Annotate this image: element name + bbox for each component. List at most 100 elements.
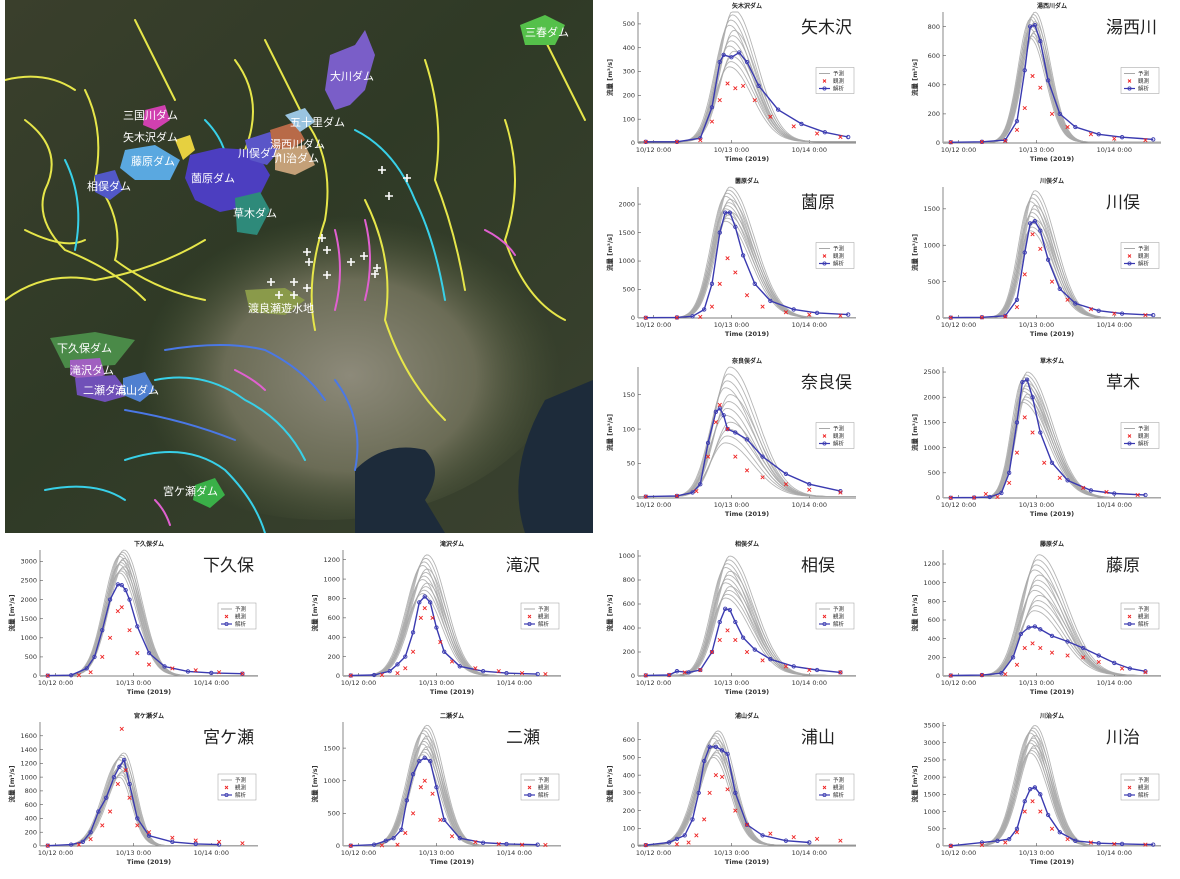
observed-point: [791, 124, 796, 129]
observed-point: [643, 315, 648, 320]
legend-box: [520, 602, 560, 630]
observed-point: [1038, 645, 1043, 651]
observed-point: [694, 833, 699, 838]
chart-panel-takizawa: 滝沢ダム 滝沢 0 200 400 600 800 1000 1200 10/12 0:00 10/…: [305, 538, 575, 708]
analysis-point: [121, 757, 127, 763]
analysis-point: [768, 298, 773, 304]
y-tick-label: 3000: [923, 739, 940, 747]
legend-analysis-label: 解析: [1138, 620, 1150, 628]
analysis-point: [733, 224, 738, 230]
observed-point: [733, 86, 738, 91]
observed-point: [1022, 645, 1027, 651]
legend-analysis-label: 解析: [833, 85, 845, 93]
y-tick-label: 1000: [323, 777, 340, 785]
observed-point: [395, 670, 400, 676]
analysis-point: [535, 671, 540, 677]
observed-point: [115, 781, 120, 787]
y-tick-label: 0: [631, 314, 635, 322]
x-axis-label: Time (2019): [725, 510, 769, 518]
analysis-point: [717, 406, 722, 411]
analysis-point: [68, 842, 74, 847]
observed-point: [744, 822, 750, 827]
analysis-point: [383, 838, 388, 843]
observed-point: [1143, 670, 1148, 675]
map-label: 三春ダム: [525, 25, 569, 39]
observed-point: [543, 842, 548, 848]
analysis-point: [725, 426, 730, 432]
legend-box: [1120, 602, 1160, 630]
y-tick-label: 0: [33, 672, 37, 680]
analysis-point: [185, 669, 191, 674]
analysis-line: [950, 378, 1146, 499]
observed-point: [1081, 655, 1086, 660]
legend-analysis-marker: [1127, 261, 1132, 266]
observed-point: [1003, 314, 1008, 319]
observed-point: [760, 658, 765, 663]
chart-title: 二瀬ダム: [440, 712, 464, 720]
observed-point: [1038, 85, 1043, 90]
analysis-point: [104, 795, 109, 800]
legend-observed-label: 観測: [235, 784, 247, 792]
legend-observed-swatch: [822, 434, 827, 438]
x-tick-label: 10/14 0:00: [792, 849, 827, 857]
legend-observed-label: 観測: [538, 613, 550, 621]
y-axis-label: 流量 [m³/s]: [910, 594, 919, 631]
analysis-point: [999, 490, 1004, 496]
chart-label: 滝沢: [506, 556, 540, 576]
y-tick-label: 0: [631, 842, 635, 850]
x-tick-label: 10/12 0:00: [941, 321, 976, 329]
analysis-point: [1014, 119, 1020, 124]
observed-point: [725, 81, 730, 86]
observed-point: [791, 835, 796, 840]
analysis-point: [240, 671, 245, 676]
analysis-point: [666, 672, 672, 678]
analysis-point: [127, 781, 132, 787]
analysis-point: [1073, 301, 1078, 306]
observed-point: [643, 494, 648, 499]
analysis-point: [111, 774, 117, 780]
analysis-point: [480, 669, 486, 674]
observed-point: [496, 841, 501, 847]
legend-box: [815, 602, 855, 630]
legend-analysis-marker: [1127, 441, 1132, 446]
observed-point: [705, 454, 711, 459]
legend-observed-swatch: [822, 785, 827, 790]
observed-point: [674, 493, 680, 499]
analysis-point: [838, 670, 843, 675]
analysis-point: [127, 597, 132, 602]
analysis-point: [690, 490, 695, 495]
observed-point: [838, 313, 843, 318]
chart-panel-naramata: 奈良俣ダム 奈良俣 0 50 100 150 10/12 0:00 10/13 0:00 10/…: [600, 355, 870, 530]
y-tick-label: 200: [623, 648, 635, 656]
analysis-point: [442, 649, 447, 654]
observed-point: [713, 420, 718, 425]
chart-title: 宮ケ瀬ダム: [134, 712, 164, 720]
legend-observed-label: 観測: [1138, 77, 1150, 85]
analysis-point: [643, 315, 648, 320]
observed-point: [698, 138, 703, 143]
observed-point: [702, 817, 707, 822]
y-tick-label: 200: [623, 807, 635, 815]
observed-point: [45, 843, 50, 848]
analysis-point: [674, 836, 680, 842]
observed-point: [240, 841, 245, 846]
analysis-point: [209, 670, 214, 676]
y-tick-label: 50: [627, 460, 635, 468]
analysis-point: [193, 841, 198, 847]
analysis-point: [948, 140, 953, 145]
observed-point: [1022, 105, 1027, 111]
chart-title: 薗原ダム: [735, 177, 759, 185]
legend-forecast-label: 予測: [833, 245, 845, 253]
observed-point: [682, 670, 687, 675]
analysis-point: [395, 662, 400, 667]
analysis-point: [713, 744, 719, 749]
analysis-point: [713, 409, 719, 414]
chart-label: 相俣: [801, 556, 835, 576]
observed-point: [674, 842, 680, 847]
legend-analysis-marker: [224, 793, 229, 798]
y-tick-label: 1500: [323, 744, 340, 752]
analysis-point: [1030, 395, 1035, 400]
x-axis-label: Time (2019): [127, 858, 171, 866]
analysis-point: [1045, 812, 1051, 818]
analysis-point: [1038, 430, 1043, 435]
